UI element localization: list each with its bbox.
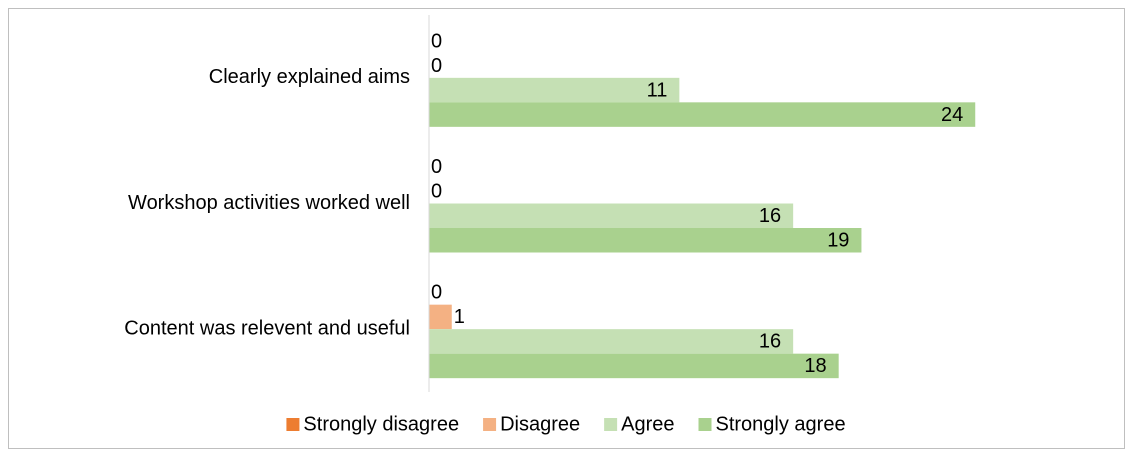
data-label: 0 bbox=[431, 181, 442, 203]
data-label: 24 bbox=[941, 104, 963, 126]
category-label: Clearly explained aims bbox=[209, 66, 410, 88]
data-label: 0 bbox=[431, 30, 442, 52]
legend-swatch bbox=[286, 418, 300, 431]
data-label: 0 bbox=[431, 55, 442, 77]
bar bbox=[429, 102, 976, 127]
data-label: 11 bbox=[647, 79, 668, 101]
bar bbox=[429, 329, 794, 354]
data-label: 19 bbox=[827, 230, 849, 252]
bar bbox=[429, 353, 839, 379]
legend-label: Agree bbox=[621, 413, 674, 435]
bar bbox=[429, 203, 794, 228]
bar bbox=[429, 77, 680, 103]
data-label: 1 bbox=[454, 306, 465, 328]
data-label: 16 bbox=[759, 331, 781, 353]
legend-label: Strongly disagree bbox=[303, 413, 459, 435]
bar bbox=[429, 304, 452, 330]
data-label: 0 bbox=[431, 282, 442, 304]
legend-swatch bbox=[698, 418, 712, 431]
bar bbox=[429, 228, 862, 253]
legend-swatch bbox=[483, 418, 497, 431]
legend-label: Disagree bbox=[500, 413, 580, 435]
category-label: Workshop activities worked well bbox=[128, 192, 410, 214]
data-label: 16 bbox=[759, 205, 781, 227]
legend-label: Strongly agree bbox=[716, 413, 846, 435]
category-label: Content was relevent and useful bbox=[124, 317, 410, 339]
legend-swatch bbox=[604, 418, 618, 431]
data-label: 0 bbox=[431, 156, 442, 178]
data-label: 18 bbox=[804, 355, 826, 377]
